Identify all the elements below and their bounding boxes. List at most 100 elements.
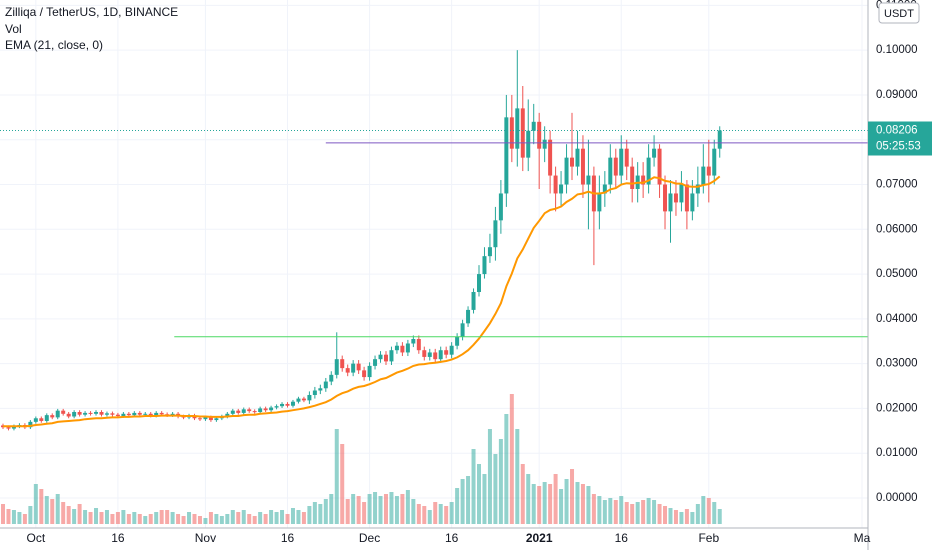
x-tick-label: 16: [615, 531, 629, 545]
candle-body: [269, 407, 274, 411]
candle-body: [619, 148, 624, 176]
candle-body: [312, 390, 317, 395]
candle-body: [493, 220, 498, 248]
x-tick-label: Nov: [195, 531, 216, 545]
countdown-label: 05:25:53: [876, 141, 921, 153]
volume-bar: [55, 494, 60, 524]
volume-bar: [176, 514, 181, 524]
candle-body: [515, 108, 520, 149]
volume-bar: [471, 449, 476, 524]
volume-bar: [493, 454, 498, 524]
candle-body: [444, 350, 449, 355]
candle-body: [553, 175, 558, 194]
candle-body: [663, 184, 668, 212]
volume-bar: [345, 499, 350, 524]
x-tick-label: Feb: [698, 531, 719, 545]
candle-body: [33, 418, 38, 422]
volume-bar: [247, 514, 252, 524]
volume-bar: [11, 510, 16, 524]
x-tick-label: Ma: [854, 531, 871, 545]
volume-bar: [537, 486, 542, 524]
currency-box[interactable]: [878, 2, 920, 24]
candle-body: [580, 148, 585, 185]
volume-bar: [312, 502, 317, 524]
candle-body: [717, 130, 722, 149]
candle-body: [641, 175, 646, 185]
indicator-label: EMA (21, close, 0): [5, 38, 103, 52]
volume-bar: [378, 496, 383, 524]
volume-bar: [438, 504, 443, 524]
candle-body: [285, 403, 290, 406]
plot: [0, 50, 868, 431]
candle-body: [214, 418, 219, 421]
y-tick-label: 0.03000: [876, 358, 918, 370]
candle-body: [411, 339, 416, 344]
volume-bar: [126, 514, 131, 524]
volume-bar: [61, 502, 66, 524]
candle-body: [290, 401, 295, 406]
candle-body: [28, 421, 33, 428]
y-tick-label: 0.09000: [876, 89, 918, 101]
candle-body: [684, 184, 689, 212]
volume-bar: [290, 508, 295, 524]
volume-bar: [520, 464, 525, 524]
candle-body: [455, 336, 460, 346]
volume-bar: [400, 494, 405, 524]
volume-bar: [154, 512, 159, 524]
volume-bar: [624, 502, 629, 524]
candle-body: [66, 413, 71, 417]
volume-bar: [334, 429, 339, 524]
candle-body: [586, 175, 591, 185]
volume-bar: [580, 484, 585, 524]
candle-body: [433, 352, 438, 360]
candle-body: [329, 374, 334, 382]
x-tick-label: 16: [445, 531, 459, 545]
volume-bar: [635, 502, 640, 524]
volume-bar: [197, 516, 202, 524]
volume-bar: [132, 512, 137, 524]
x-tick-label: 16: [111, 531, 125, 545]
volume-bar: [449, 502, 454, 524]
candle-body: [597, 193, 602, 212]
candle-body: [301, 398, 306, 401]
candle-body: [44, 415, 49, 421]
volume-bar: [241, 510, 246, 524]
candle-body: [356, 363, 361, 371]
y-tick-label: 0.06000: [876, 223, 918, 235]
volume-bar: [318, 504, 323, 524]
candle-body: [498, 193, 503, 221]
volume-bar: [236, 512, 241, 524]
candle-body: [50, 415, 55, 418]
volume-bar: [695, 504, 700, 524]
volume-bar: [498, 439, 503, 524]
candle-body: [323, 381, 328, 389]
candle-body: [280, 403, 285, 407]
volume-bar: [712, 502, 717, 524]
candle-body: [77, 412, 82, 415]
candle-body: [679, 184, 684, 203]
volume-bar: [679, 512, 684, 524]
y-tick-label: 0.01000: [876, 447, 918, 459]
candle-body: [531, 121, 536, 131]
indicator-label: Vol: [5, 22, 22, 36]
volume-bar: [701, 496, 706, 524]
volume-bar: [613, 500, 618, 524]
candle-body: [673, 193, 678, 203]
volume-bar: [433, 502, 438, 524]
candle-body: [668, 193, 673, 212]
volume-bar: [575, 482, 580, 524]
volume-bar: [466, 476, 471, 524]
volume-bar: [630, 504, 635, 524]
candle-body: [143, 413, 148, 415]
volume-bar: [597, 496, 602, 524]
candle-body: [438, 350, 443, 360]
volume-bar: [542, 482, 547, 524]
currency-label[interactable]: USDT: [884, 8, 914, 20]
volume-bar: [477, 464, 482, 524]
candle-body: [471, 291, 476, 310]
candle-body: [608, 157, 613, 185]
volume-bar: [88, 512, 93, 524]
candle-body: [159, 412, 164, 415]
y-tick-label: 0.10000: [876, 44, 918, 56]
